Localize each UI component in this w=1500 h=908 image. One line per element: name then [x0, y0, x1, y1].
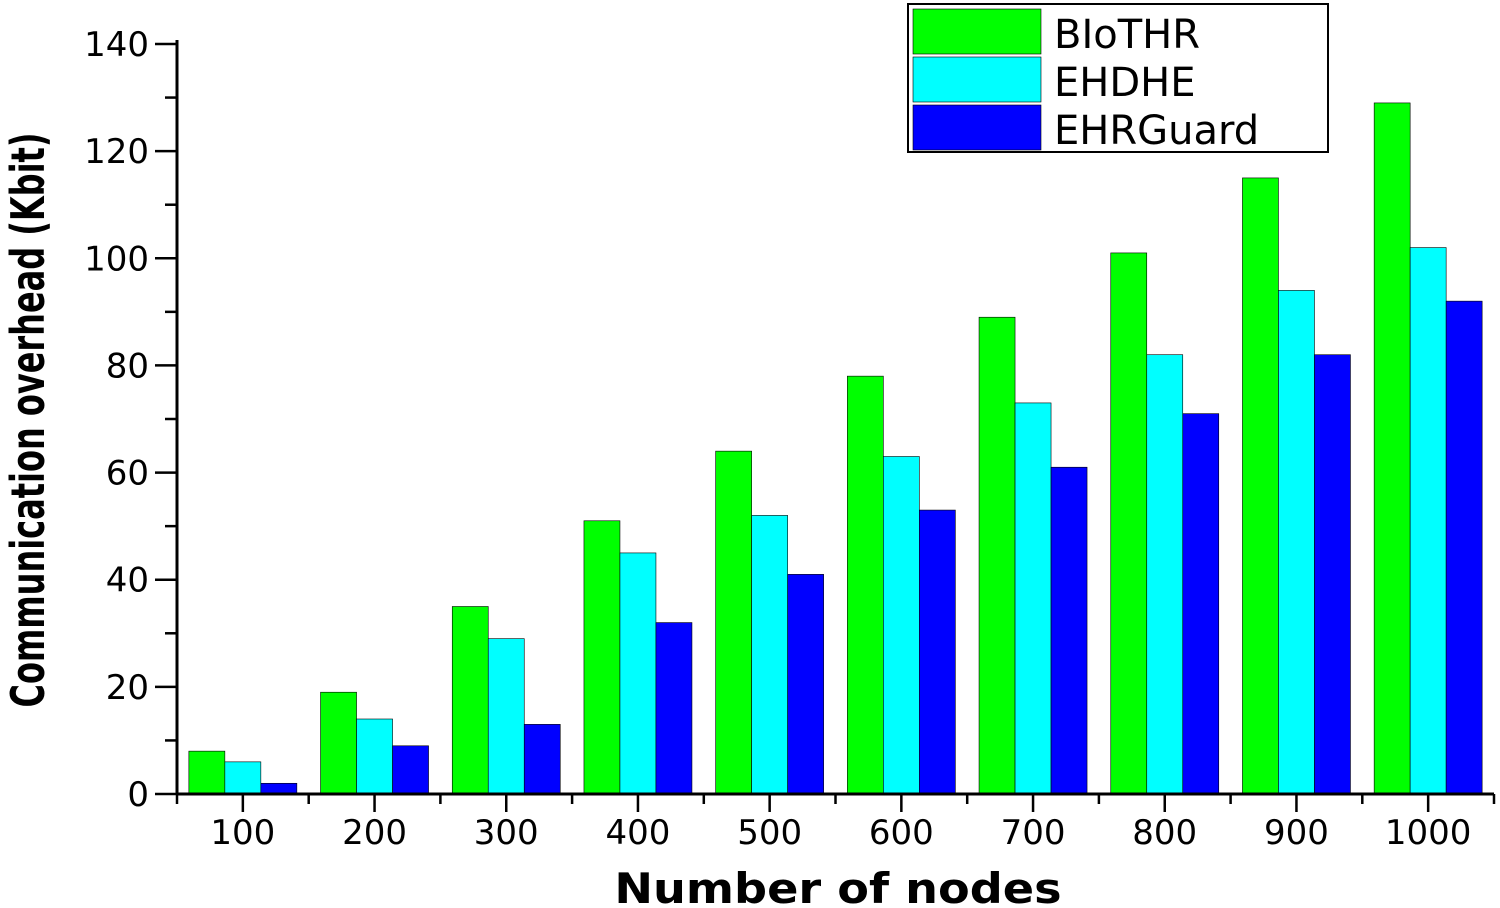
legend-label-ehrguard: EHRGuard	[1054, 108, 1259, 154]
bar-ehrguard-900	[1314, 354, 1351, 795]
bar-ehrguard-700	[1050, 466, 1088, 795]
x-tick-label: 300	[474, 813, 539, 853]
bar-ehdhe-400	[619, 552, 657, 795]
y-tick-label: 60	[106, 454, 149, 494]
x-tick-label: 200	[342, 813, 407, 853]
bar-ehdhe-500	[751, 515, 788, 795]
bar-ehrguard-600	[919, 509, 956, 795]
x-tick-label: 500	[737, 813, 802, 853]
bar-ehdhe-800	[1146, 354, 1184, 795]
x-tick-label: 900	[1264, 813, 1329, 853]
bar-ehrguard-200	[392, 745, 429, 795]
y-tick-label: 80	[106, 346, 149, 386]
bar-biothr-100	[188, 750, 226, 795]
bar-ehdhe-200	[356, 718, 393, 795]
bars-group	[188, 102, 1483, 795]
bar-ehrguard-300	[523, 724, 561, 795]
y-axis-title: Communication overhead (Kbit)	[2, 133, 55, 708]
bar-ehrguard-100	[260, 782, 298, 795]
y-tick-label: 20	[106, 668, 149, 708]
x-tick-label: 800	[1132, 813, 1197, 853]
legend-swatch-ehrguard	[912, 104, 1042, 151]
x-axis-title: Number of nodes	[614, 865, 1061, 908]
bar-ehdhe-300	[487, 638, 525, 795]
legend-swatch-ehdhe	[912, 56, 1042, 103]
x-tick-label: 700	[1001, 813, 1066, 853]
bar-biothr-900	[1242, 177, 1279, 795]
bar-biothr-600	[847, 375, 884, 795]
bar-ehdhe-900	[1278, 290, 1315, 795]
bar-ehdhe-600	[883, 456, 920, 795]
y-tick-label: 100	[84, 239, 149, 279]
y-tick-label: 140	[84, 25, 149, 65]
bar-ehrguard-500	[787, 574, 824, 795]
bar-biothr-800	[1110, 252, 1148, 795]
x-tick-label: 1000	[1385, 813, 1472, 853]
bar-biothr-700	[978, 316, 1016, 795]
legend-swatch-biothr	[912, 8, 1042, 55]
bar-biothr-500	[715, 450, 752, 795]
bar-biothr-1000	[1373, 102, 1411, 795]
axes-group: 0 20 40 60 80 100 120 140 100 200 300 400 500 600 700 8…	[84, 25, 1496, 853]
x-tick-label: 100	[210, 813, 275, 853]
legend-label-ehdhe: EHDHE	[1054, 60, 1196, 106]
y-tick-label: 120	[84, 132, 149, 172]
bar-biothr-200	[320, 691, 357, 795]
x-tick-label: 600	[869, 813, 934, 853]
bar-ehrguard-800	[1182, 413, 1220, 795]
bar-biothr-400	[583, 520, 621, 795]
bar-ehdhe-700	[1014, 402, 1052, 795]
bar-ehrguard-400	[655, 622, 693, 795]
x-tick-label: 400	[605, 813, 670, 853]
bar-ehdhe-1000	[1409, 247, 1447, 795]
bar-ehdhe-100	[224, 761, 262, 795]
legend-label-biothr: BIoTHR	[1054, 12, 1200, 58]
bar-biothr-300	[451, 606, 489, 795]
y-tick-label: 0	[127, 775, 149, 815]
y-tick-label: 40	[106, 561, 149, 601]
bar-ehrguard-1000	[1445, 300, 1483, 795]
